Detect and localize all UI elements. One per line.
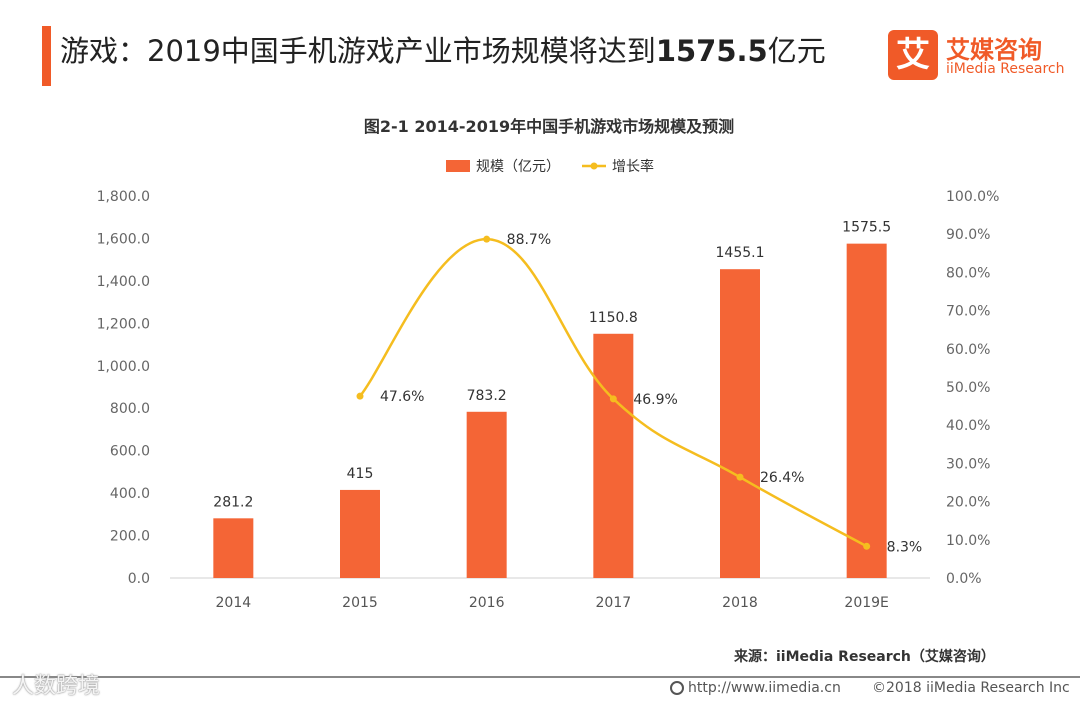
right-axis-tick-label: 50.0% <box>946 380 990 396</box>
growth-line <box>359 237 868 548</box>
bar-value-label: 783.2 <box>467 388 507 404</box>
left-axis-tick-label: 200.0 <box>110 529 150 545</box>
growth-point <box>609 395 617 403</box>
logo-mark: 艾 <box>888 30 938 80</box>
left-axis-tick-label: 800.0 <box>110 401 150 417</box>
bar <box>340 489 380 578</box>
left-axis-tick-label: 1,400.0 <box>97 274 150 290</box>
legend-line-label: 增长率 <box>612 158 654 175</box>
growth-line-series: 47.6% 88.7% 46.9% 26.4% 8.3% <box>356 232 923 555</box>
right-axis-tick-label: 20.0% <box>946 495 990 511</box>
left-axis-tick-label: 400.0 <box>110 486 150 502</box>
bar-value-label: 415 <box>347 466 374 482</box>
footer-website: http://www.iimedia.cn <box>670 680 841 696</box>
bar <box>720 269 760 578</box>
bar-value-label: 1150.8 <box>589 310 638 326</box>
x-axis-tick-label: 2019E <box>844 595 888 611</box>
bar <box>466 411 507 578</box>
bar-value-label: 1455.1 <box>716 245 765 261</box>
right-axis: 0.0% 10.0% 20.0% 30.0% 40.0% 50.0% 60.0% 70.0% 8… <box>946 189 999 587</box>
market-size-chart: 图2-1 2014-2019年中国手机游戏市场规模及预测 规模（亿元） 增长率 0… <box>97 117 1000 611</box>
x-axis-tick-label: 2018 <box>722 595 758 611</box>
left-axis-tick-label: 1,200.0 <box>97 316 150 332</box>
growth-value-label: 88.7% <box>507 232 551 248</box>
page-title-suffix: 亿元 <box>767 34 826 68</box>
bar-series: 281.2 415 783.2 1150.8 1455.1 1575.5 <box>213 220 891 578</box>
x-axis-tick-label: 2015 <box>342 595 378 611</box>
right-axis-tick-label: 10.0% <box>946 533 990 549</box>
x-axis-tick-label: 2014 <box>216 595 252 611</box>
right-axis-tick-label: 80.0% <box>946 265 990 281</box>
page-title-number: 1575.5 <box>655 34 768 68</box>
right-axis-tick-label: 0.0% <box>946 571 982 587</box>
right-axis-tick-label: 60.0% <box>946 342 990 358</box>
bar-value-label: 281.2 <box>213 494 253 510</box>
right-axis-tick-label: 90.0% <box>946 227 990 243</box>
right-axis-tick-label: 30.0% <box>946 456 990 472</box>
bar <box>846 243 887 578</box>
title-accent-bar <box>42 26 51 86</box>
growth-point <box>863 542 871 550</box>
x-axis-tick-label: 2017 <box>596 595 632 611</box>
right-axis-tick-label: 100.0% <box>946 189 999 205</box>
left-axis-tick-label: 0.0 <box>128 571 150 587</box>
x-axis-ticks: 2014 2015 2016 2017 2018 2019E <box>216 595 889 611</box>
legend-bar-swatch <box>446 160 470 172</box>
footer-divider <box>0 676 1080 678</box>
iimedia-logo: 艾 艾媒咨询 iiMedia Research <box>888 28 1068 82</box>
growth-value-label: 8.3% <box>887 539 923 555</box>
right-axis-tick-label: 40.0% <box>946 418 990 434</box>
right-axis-tick-label: 70.0% <box>946 304 990 320</box>
footer-url-text: http://www.iimedia.cn <box>688 680 841 696</box>
bar <box>213 518 254 578</box>
page-title: 游戏：2019中国手机游戏产业市场规模将达到1575.5亿元 <box>60 28 826 70</box>
growth-point <box>736 473 744 481</box>
watermark: 人数跨境 <box>12 674 101 699</box>
legend-line-marker <box>590 162 598 170</box>
growth-value-label: 26.4% <box>760 470 804 486</box>
growth-point <box>356 392 364 400</box>
left-axis-tick-label: 1,600.0 <box>97 231 150 247</box>
bar-value-label: 1575.5 <box>842 220 891 236</box>
chart-legend: 规模（亿元） 增长率 <box>446 158 654 175</box>
globe-icon <box>670 681 684 695</box>
x-axis-tick-label: 2016 <box>469 595 505 611</box>
chart-title: 图2-1 2014-2019年中国手机游戏市场规模及预测 <box>364 117 734 136</box>
page-title-prefix: 游戏：2019中国手机游戏产业市场规模将达到 <box>60 34 656 68</box>
growth-value-label: 46.9% <box>633 392 677 408</box>
source-note: 来源：iiMedia Research（艾媒咨询） <box>734 649 995 665</box>
legend-bar-label: 规模（亿元） <box>476 159 560 175</box>
left-axis-tick-label: 1,000.0 <box>97 359 150 375</box>
left-axis: 0.0 200.0 400.0 600.0 800.0 1,000.0 1,200.0 1,4… <box>97 189 150 587</box>
growth-point <box>483 235 491 243</box>
bar <box>593 333 634 578</box>
left-axis-tick-label: 1,800.0 <box>97 189 150 205</box>
footer-copyright: ©2018 iiMedia Research Inc <box>872 680 1070 696</box>
left-axis-tick-label: 600.0 <box>110 444 150 460</box>
logo-name-en: iiMedia Research <box>946 61 1065 77</box>
growth-value-label: 47.6% <box>380 389 424 405</box>
logo-name-cn: 艾媒咨询 <box>946 36 1042 64</box>
